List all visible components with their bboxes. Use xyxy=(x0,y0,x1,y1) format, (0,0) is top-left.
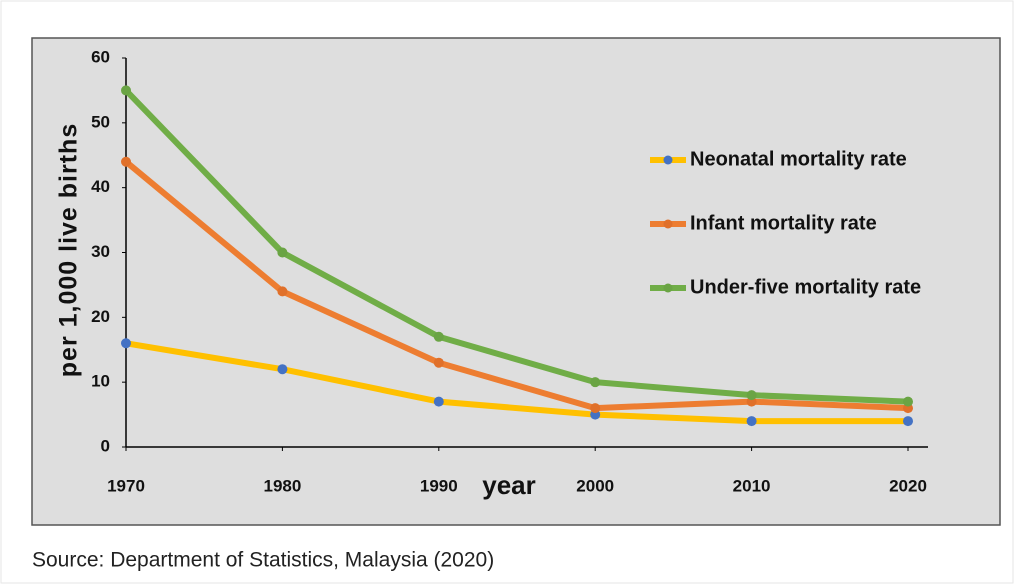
chart-area xyxy=(31,37,1001,526)
y-tick-label: 20 xyxy=(91,307,110,326)
data-point xyxy=(277,247,288,258)
legend-label: Under-five mortality rate xyxy=(690,276,921,298)
y-tick-label: 50 xyxy=(91,112,110,131)
data-point xyxy=(121,338,131,349)
x-tick-label: 1980 xyxy=(263,476,301,495)
legend-marker xyxy=(663,155,673,165)
y-tick-label: 0 xyxy=(101,436,110,455)
data-point xyxy=(746,390,757,401)
data-point xyxy=(590,403,601,414)
y-axis-label: per 1,000 live births xyxy=(55,123,83,377)
data-point xyxy=(903,416,913,427)
legend-label: Neonatal mortality rate xyxy=(690,148,907,170)
data-point xyxy=(590,377,601,388)
legend-marker xyxy=(663,283,673,293)
y-tick-label: 40 xyxy=(91,177,110,196)
y-tick-label: 10 xyxy=(91,372,110,391)
x-axis-label: year xyxy=(482,470,536,500)
y-tick-label: 60 xyxy=(91,47,110,66)
data-point xyxy=(903,396,913,407)
x-tick-label: 1990 xyxy=(420,476,458,495)
x-tick-label: 2000 xyxy=(576,476,614,495)
series-line xyxy=(125,340,908,425)
data-point xyxy=(277,286,288,297)
x-tick-label: 2020 xyxy=(889,476,927,495)
x-tick-label: 1970 xyxy=(107,476,145,495)
data-point xyxy=(121,85,131,96)
data-point xyxy=(746,416,757,427)
data-point xyxy=(121,156,131,167)
series-line xyxy=(124,159,909,412)
legend-label: Infant mortality rate xyxy=(690,212,877,234)
x-tick-label: 2010 xyxy=(733,476,771,495)
data-point xyxy=(277,364,288,375)
data-point xyxy=(433,357,444,368)
data-point xyxy=(433,331,444,342)
source: Source: Department of Statistics, Malays… xyxy=(32,549,494,572)
series-line xyxy=(123,88,909,405)
legend-marker xyxy=(663,219,673,229)
y-tick-label: 30 xyxy=(91,242,110,261)
data-point xyxy=(433,396,444,407)
